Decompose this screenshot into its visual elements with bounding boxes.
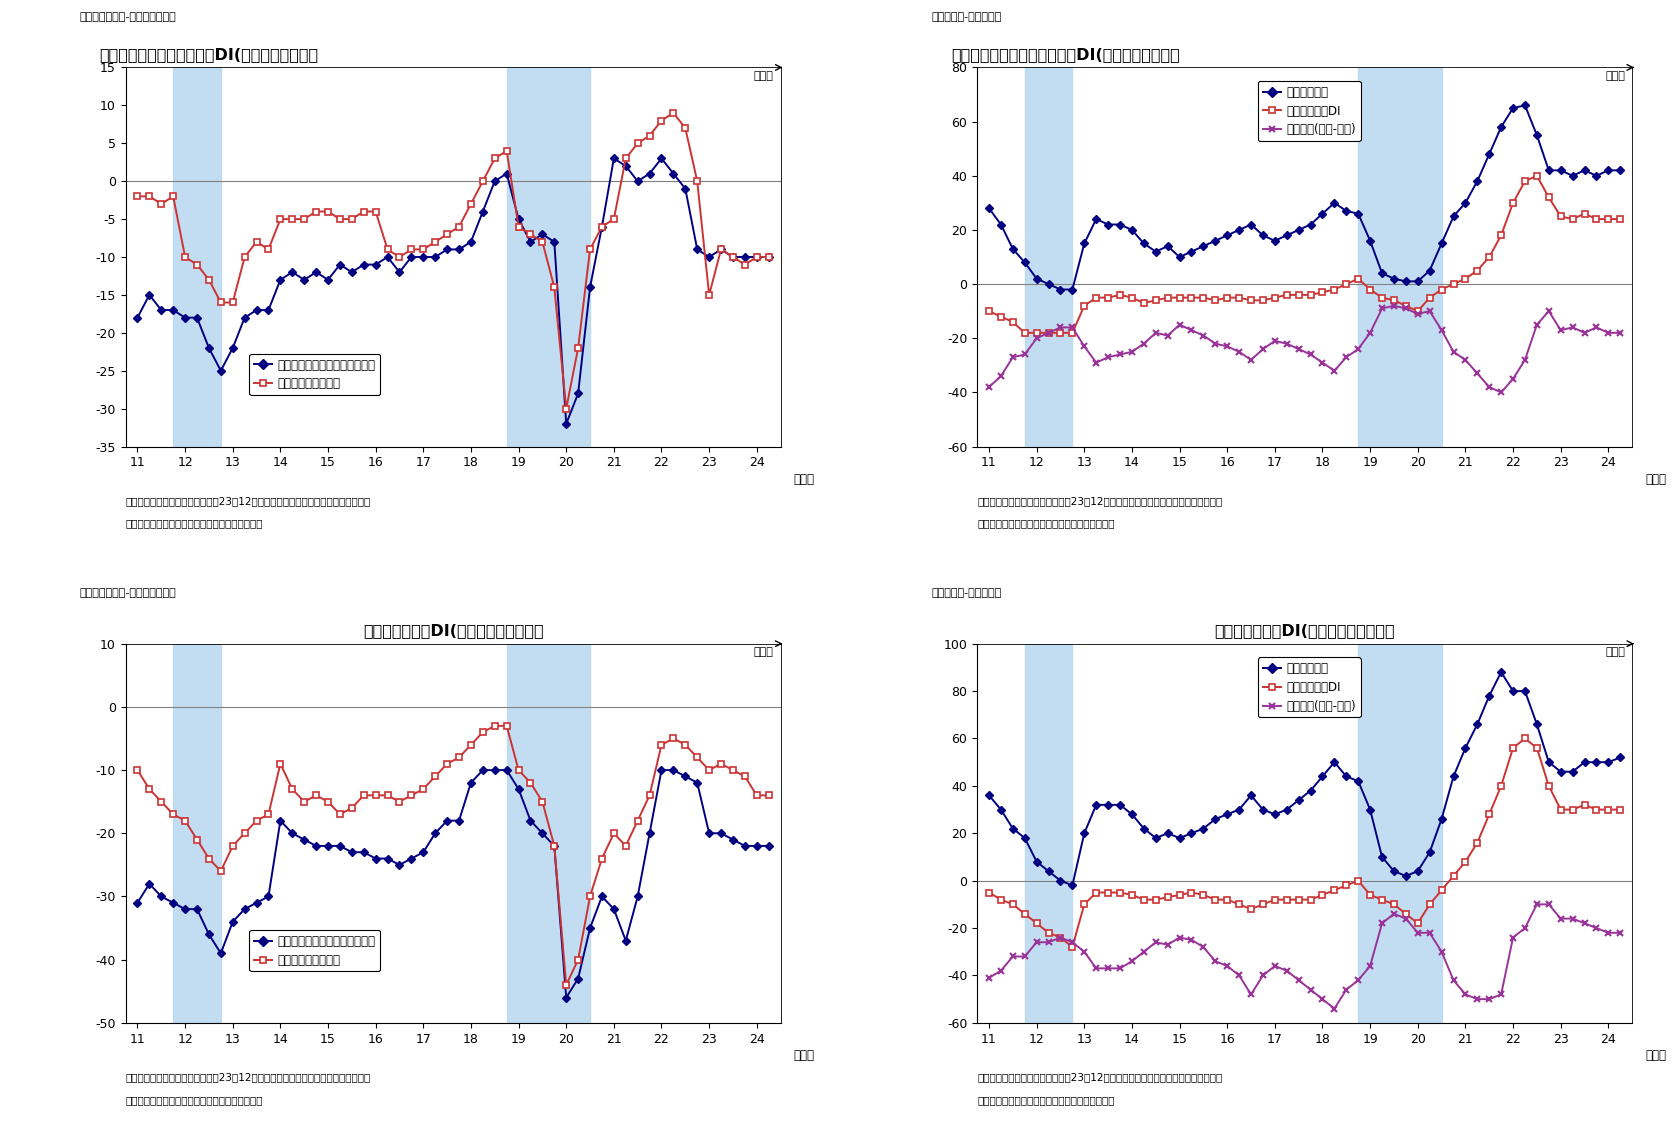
Legend: 国内での製商品・サービス需給, 海外での製商品需給: 国内での製商品・サービス需給, 海外での製商品需給 <box>249 930 380 971</box>
Bar <box>1357 67 1440 446</box>
Text: 先行き: 先行き <box>753 647 773 658</box>
Text: （「需要超過」-「供給超過」）: （「需要超過」-「供給超過」） <box>80 12 176 22</box>
Title: 仕入・販売価格DI(中小企業・製造業）: 仕入・販売価格DI(中小企業・製造業） <box>1213 624 1394 638</box>
Title: 製商品需給判断DI(中小企業・製造業）: 製商品需給判断DI(中小企業・製造業） <box>363 624 544 638</box>
Text: （図表５）　仕入・販売価格DI(大企業・製造業）: （図表５） 仕入・販売価格DI(大企業・製造業） <box>950 47 1179 62</box>
Text: （資料）日本銀行「全国企業短期経済観測調査」: （資料）日本銀行「全国企業短期経済観測調査」 <box>977 1095 1114 1105</box>
Text: （注）シャドーは景気後退期間、23年12月調査以降は調査対象見直し後の新ベース: （注）シャドーは景気後退期間、23年12月調査以降は調査対象見直し後の新ベース <box>977 1072 1221 1082</box>
Legend: 国内での製商品・サービス需給, 海外での製商品需給: 国内での製商品・サービス需給, 海外での製商品需給 <box>249 354 380 396</box>
Bar <box>507 67 589 446</box>
Text: （「上昇」-「下落」）: （「上昇」-「下落」） <box>930 588 1000 598</box>
Text: （図表４）製商品需給判断DI(大企業・製造業）: （図表４）製商品需給判断DI(大企業・製造業） <box>99 47 318 62</box>
Text: 先行き: 先行き <box>1604 647 1624 658</box>
Legend: 仕入価格判断, 販売価格判断DI, 交易条件(販売-仕入): 仕入価格判断, 販売価格判断DI, 交易条件(販売-仕入) <box>1258 658 1360 717</box>
Text: （年）: （年） <box>1645 1050 1665 1062</box>
Bar <box>172 67 221 446</box>
Text: （「上昇」-「下落」）: （「上昇」-「下落」） <box>930 12 1000 22</box>
Text: （年）: （年） <box>793 1050 815 1062</box>
Legend: 仕入価格判断, 販売価格判断DI, 交易条件(販売-仕入): 仕入価格判断, 販売価格判断DI, 交易条件(販売-仕入) <box>1258 81 1360 142</box>
Text: （「需要超過」-「供給超過」）: （「需要超過」-「供給超過」） <box>80 588 176 598</box>
Bar <box>1024 67 1072 446</box>
Text: 先行き: 先行き <box>753 71 773 81</box>
Bar <box>1024 644 1072 1023</box>
Text: （注）シャドーは景気後退期間、23年12月調査以降は調査対象見直し後の新ベース: （注）シャドーは景気後退期間、23年12月調査以降は調査対象見直し後の新ベース <box>125 1072 371 1082</box>
Text: （年）: （年） <box>793 473 815 486</box>
Bar <box>1357 644 1440 1023</box>
Text: （資料）日本銀行「全国企業短期経済観測調査」: （資料）日本銀行「全国企業短期経済観測調査」 <box>977 518 1114 528</box>
Bar <box>172 644 221 1023</box>
Text: （注）シャドーは景気後退期間、23年12月調査以降は調査対象見直し後の新ベース: （注）シャドーは景気後退期間、23年12月調査以降は調査対象見直し後の新ベース <box>977 496 1221 506</box>
Bar <box>507 644 589 1023</box>
Text: （資料）日本銀行「全国企業短期経済観測調査」: （資料）日本銀行「全国企業短期経済観測調査」 <box>125 518 263 528</box>
Text: （注）シャドーは景気後退期間、23年12月調査以降は調査対象見直し後の新ベース: （注）シャドーは景気後退期間、23年12月調査以降は調査対象見直し後の新ベース <box>125 496 371 506</box>
Text: （年）: （年） <box>1645 473 1665 486</box>
Text: 先行き: 先行き <box>1604 71 1624 81</box>
Text: （資料）日本銀行「全国企業短期経済観測調査」: （資料）日本銀行「全国企業短期経済観測調査」 <box>125 1095 263 1105</box>
